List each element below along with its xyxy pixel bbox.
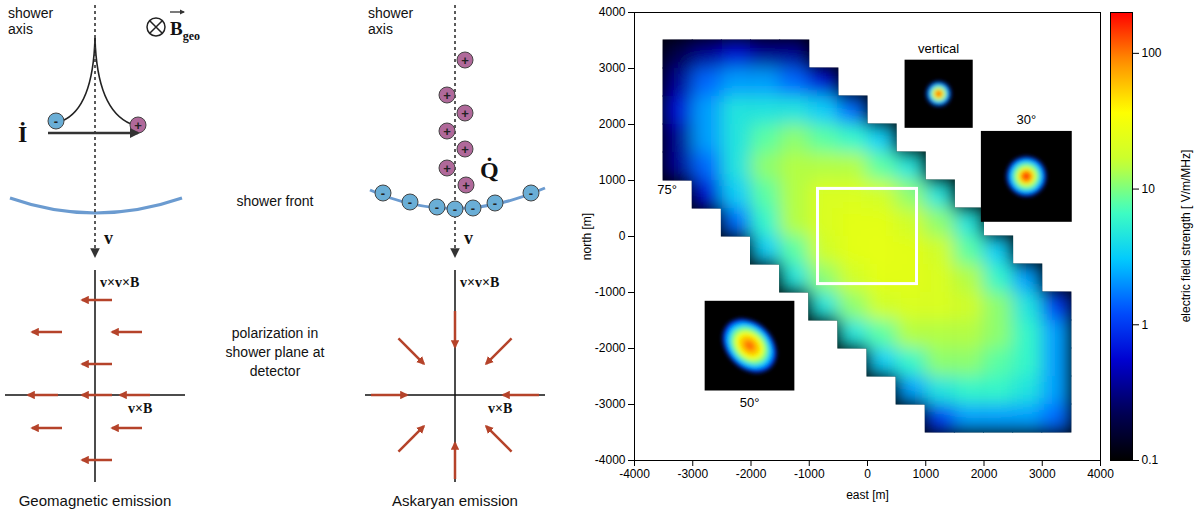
- svg-text:-1000: -1000: [595, 285, 626, 299]
- svg-text:İ: İ: [18, 121, 27, 147]
- svg-text:electric field strength [ V/m/: electric field strength [ V/m/MHz]: [1179, 150, 1193, 323]
- svg-text:Geomagnetic emission: Geomagnetic emission: [19, 492, 172, 509]
- svg-text:-2000: -2000: [595, 341, 626, 355]
- svg-text:0.1: 0.1: [1142, 453, 1159, 467]
- svg-text:-3000: -3000: [677, 467, 708, 481]
- svg-text:v: v: [464, 228, 473, 248]
- svg-text:+: +: [462, 178, 470, 193]
- svg-text:+: +: [461, 106, 469, 121]
- svg-text:10: 10: [1142, 182, 1156, 196]
- svg-text:-: -: [453, 202, 457, 217]
- svg-text:+: +: [461, 53, 469, 68]
- svg-text:Askaryan emission: Askaryan emission: [392, 492, 518, 509]
- svg-text:3000: 3000: [599, 61, 626, 75]
- svg-text:-: -: [471, 201, 475, 216]
- svg-text:2000: 2000: [599, 117, 626, 131]
- svg-text:v: v: [104, 228, 113, 248]
- svg-text:Q̇: Q̇: [480, 157, 499, 183]
- svg-text:3000: 3000: [1029, 467, 1056, 481]
- svg-text:0: 0: [619, 229, 626, 243]
- svg-text:2000: 2000: [971, 467, 998, 481]
- svg-text:Bgeo: Bgeo: [170, 18, 200, 43]
- svg-text:0: 0: [864, 467, 871, 481]
- svg-text:50°: 50°: [740, 395, 760, 410]
- svg-text:-: -: [54, 114, 58, 129]
- svg-text:axis: axis: [368, 21, 393, 37]
- svg-text:-1000: -1000: [794, 467, 825, 481]
- svg-text:detector: detector: [250, 363, 301, 379]
- svg-text:100: 100: [1142, 46, 1162, 60]
- svg-text:-: -: [435, 200, 439, 215]
- svg-text:shower: shower: [8, 5, 53, 21]
- svg-text:v×B: v×B: [488, 401, 512, 416]
- svg-text:75°: 75°: [657, 182, 677, 197]
- svg-text:30°: 30°: [1016, 112, 1036, 127]
- svg-text:+: +: [134, 118, 142, 133]
- svg-text:shower plane at: shower plane at: [226, 344, 325, 360]
- svg-text:v×v×B: v×v×B: [100, 275, 139, 290]
- svg-text:-: -: [381, 186, 385, 201]
- svg-text:1: 1: [1142, 318, 1149, 332]
- svg-text:1000: 1000: [599, 173, 626, 187]
- svg-text:+: +: [443, 124, 451, 139]
- svg-text:-4000: -4000: [619, 467, 650, 481]
- svg-text:shower front: shower front: [236, 193, 313, 209]
- svg-text:+: +: [443, 161, 451, 176]
- svg-text:north [m]: north [m]: [580, 213, 594, 260]
- svg-text:4000: 4000: [599, 5, 626, 19]
- svg-text:-2000: -2000: [736, 467, 767, 481]
- svg-text:+: +: [461, 142, 469, 157]
- svg-text:shower: shower: [368, 5, 413, 21]
- svg-text:1000: 1000: [912, 467, 939, 481]
- svg-text:east [m]: east [m]: [846, 488, 889, 502]
- svg-text:v×B: v×B: [128, 401, 152, 416]
- svg-text:vertical: vertical: [918, 41, 959, 56]
- svg-text:axis: axis: [8, 21, 33, 37]
- svg-text:polarization in: polarization in: [232, 325, 318, 341]
- svg-text:-4000: -4000: [595, 453, 626, 467]
- svg-text:-: -: [408, 195, 412, 210]
- svg-text:4000: 4000: [1087, 467, 1114, 481]
- svg-text:-3000: -3000: [595, 397, 626, 411]
- svg-text:-: -: [493, 196, 497, 211]
- svg-text:+: +: [443, 88, 451, 103]
- svg-text:v×v×B: v×v×B: [460, 275, 499, 290]
- svg-text:-: -: [529, 186, 533, 201]
